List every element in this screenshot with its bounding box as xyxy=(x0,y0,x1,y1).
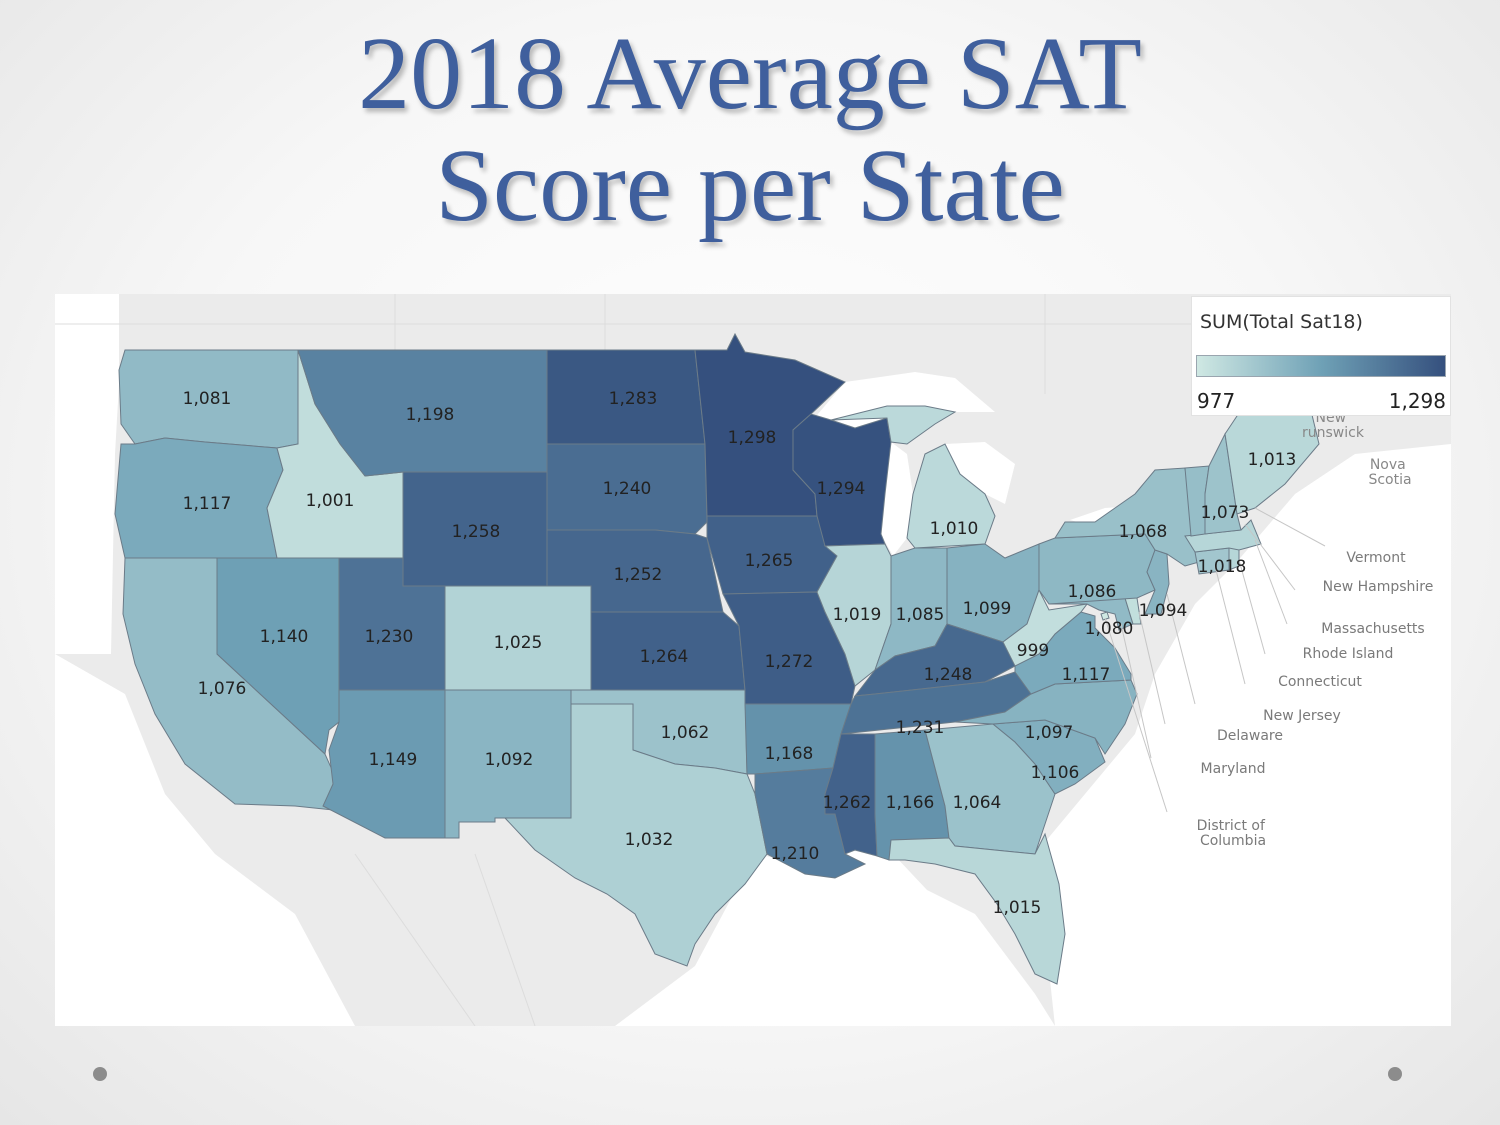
callout-rhode-island: Rhode Island xyxy=(1303,646,1394,662)
value-label-me: 1,013 xyxy=(1248,450,1297,470)
value-label-il: 1,019 xyxy=(833,605,882,625)
value-label-in: 1,085 xyxy=(896,605,945,625)
value-label-ut: 1,230 xyxy=(365,627,414,647)
state-shapes[interactable] xyxy=(114,332,1320,985)
value-label-wa: 1,081 xyxy=(183,389,232,409)
value-label-wy: 1,258 xyxy=(452,522,501,542)
callout-maryland: Maryland xyxy=(1201,761,1266,777)
value-label-sc: 1,106 xyxy=(1031,763,1080,783)
value-label-md: 1,080 xyxy=(1085,619,1134,639)
legend-title: SUM(Total Sat18) xyxy=(1200,311,1363,333)
callout-delaware: Delaware xyxy=(1217,728,1283,744)
legend-min-value: 977 xyxy=(1197,389,1236,413)
value-label-ga: 1,064 xyxy=(953,793,1002,813)
lake-huron xyxy=(945,442,1015,504)
value-label-co: 1,025 xyxy=(494,633,543,653)
title-line-1: 2018 Average SAT xyxy=(358,16,1142,131)
state-michigan[interactable] xyxy=(830,405,996,549)
value-label-nv: 1,140 xyxy=(260,627,309,647)
callout-new-jersey: New Jersey xyxy=(1263,708,1341,724)
value-label-ne: 1,252 xyxy=(614,565,663,585)
value-label-ny: 1,068 xyxy=(1119,522,1168,542)
value-label-ma: 1,018 xyxy=(1198,557,1247,577)
map-canvas[interactable]: 1,081 1,117 1,076 1,001 1,140 1,198 1,25… xyxy=(55,294,1451,1026)
value-label-mi: 1,010 xyxy=(930,519,979,539)
legend-max-value: 1,298 xyxy=(1388,389,1446,413)
state-district-of-columbia[interactable] xyxy=(1100,611,1110,621)
slide-bullet-left xyxy=(93,1067,107,1081)
place-new-brunswick-line2: runswick xyxy=(1302,425,1365,441)
value-label-tx: 1,032 xyxy=(625,830,674,850)
gulf-of-mexico xyxy=(615,850,1055,1026)
state-massachusetts[interactable] xyxy=(1184,519,1262,553)
callout-connecticut: Connecticut xyxy=(1278,674,1362,690)
state-texas[interactable] xyxy=(495,703,768,967)
value-label-ia: 1,265 xyxy=(745,551,794,571)
value-label-wv: 999 xyxy=(1017,641,1049,661)
value-label-nd: 1,283 xyxy=(609,389,658,409)
state-wisconsin[interactable] xyxy=(792,413,892,547)
value-label-ar: 1,168 xyxy=(765,744,814,764)
state-value-labels: 1,081 1,117 1,076 1,001 1,140 1,198 1,25… xyxy=(183,389,1297,918)
choropleth-map[interactable]: 1,081 1,117 1,076 1,001 1,140 1,198 1,25… xyxy=(55,294,1451,1026)
value-label-al: 1,166 xyxy=(886,793,935,813)
legend-color-ramp xyxy=(1196,355,1446,377)
value-label-wi: 1,294 xyxy=(817,479,866,499)
state-florida[interactable] xyxy=(888,832,1066,985)
place-nova-scotia: Nova Scotia xyxy=(1368,457,1411,488)
value-label-mn: 1,298 xyxy=(728,428,777,448)
value-label-nc: 1,097 xyxy=(1025,723,1074,743)
value-label-nj: 1,094 xyxy=(1139,601,1188,621)
slide-title: 2018 Average SAT Score per State xyxy=(0,18,1500,242)
callout-dc: District of Columbia xyxy=(1197,818,1270,849)
callout-dc-line2: Columbia xyxy=(1200,833,1266,849)
value-label-id: 1,001 xyxy=(306,491,355,511)
value-label-ca: 1,076 xyxy=(198,679,247,699)
value-label-ok: 1,062 xyxy=(661,723,710,743)
callout-massachusetts: Massachusetts xyxy=(1321,621,1424,637)
slide-bullet-right xyxy=(1388,1067,1402,1081)
value-label-ms: 1,262 xyxy=(823,793,872,813)
callout-dc-line1: District of xyxy=(1197,818,1266,834)
callout-new-hampshire: New Hampshire xyxy=(1323,579,1434,595)
callout-vermont: Vermont xyxy=(1346,550,1406,566)
value-label-fl: 1,015 xyxy=(993,898,1042,918)
place-nova-scotia-line1: Nova xyxy=(1370,457,1406,473)
value-label-mt: 1,198 xyxy=(406,405,455,425)
value-label-pa: 1,086 xyxy=(1068,582,1117,602)
callout-labels: Vermont New Hampshire Massachusetts Rhod… xyxy=(1197,550,1434,849)
value-label-ks: 1,264 xyxy=(640,647,689,667)
place-labels: New runswick Nova Scotia xyxy=(1302,410,1412,488)
value-label-mo: 1,272 xyxy=(765,652,814,672)
pacific-ocean xyxy=(55,294,119,654)
value-label-va: 1,117 xyxy=(1062,665,1111,685)
callout-leaders xyxy=(1104,507,1326,813)
value-label-nm: 1,092 xyxy=(485,750,534,770)
title-line-2: Score per State xyxy=(435,128,1065,243)
value-label-oh: 1,099 xyxy=(963,599,1012,619)
value-label-vt: 1,073 xyxy=(1201,503,1250,523)
pacific-ocean-south xyxy=(55,654,355,1026)
value-label-la: 1,210 xyxy=(771,844,820,864)
value-label-tn: 1,231 xyxy=(896,718,945,738)
state-illinois[interactable] xyxy=(816,543,892,687)
value-label-sd: 1,240 xyxy=(603,479,652,499)
state-west-virginia[interactable] xyxy=(1002,588,1089,667)
color-legend[interactable]: SUM(Total Sat18) 977 1,298 xyxy=(1191,296,1451,416)
lake-michigan xyxy=(881,442,913,556)
place-nova-scotia-line2: Scotia xyxy=(1368,472,1411,488)
value-label-az: 1,149 xyxy=(369,750,418,770)
value-label-or: 1,117 xyxy=(183,494,232,514)
atlantic-ocean xyxy=(1035,444,1451,1026)
value-label-ky: 1,248 xyxy=(924,665,973,685)
